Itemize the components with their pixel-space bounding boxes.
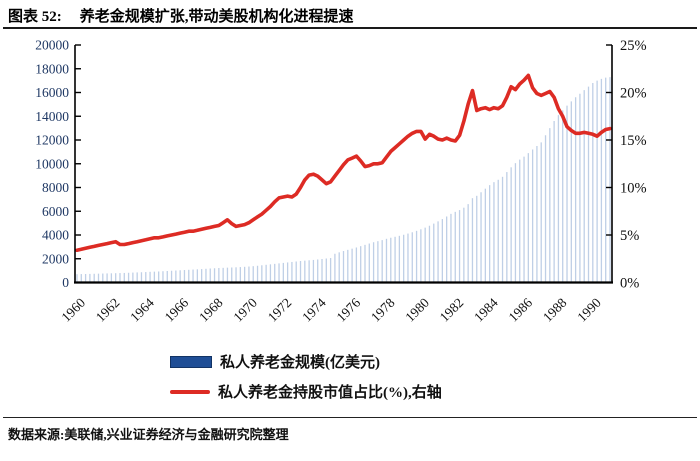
x-axis-tick-label: 1976: [334, 295, 364, 325]
left-axis-tick-label: 12000: [35, 133, 69, 148]
bar-series-swatch: [170, 355, 212, 368]
x-axis-tick-label: 1982: [437, 295, 467, 325]
right-axis-tick-label: 20%: [620, 86, 647, 102]
chart-legend: 私人养老金规模(亿美元) 私人养老金持股市值占比(%),右轴: [170, 351, 442, 402]
x-axis-tick-label: 1974: [299, 295, 329, 325]
x-axis-tick-label: 1968: [196, 295, 226, 325]
left-axis-tick-label: 10000: [35, 156, 69, 171]
left-axis-tick-label: 16000: [35, 85, 69, 100]
left-axis-tick-label: 14000: [35, 109, 69, 124]
right-axis-tick-label: 0%: [620, 276, 639, 292]
legend-item-bar-series: 私人养老金规模(亿美元): [170, 351, 442, 372]
bar-series-label: 私人养老金规模(亿美元): [220, 355, 380, 371]
x-axis-tick-label: 1962: [93, 295, 123, 325]
pension-dual-axis-chart: 0 2000 4000 6000 8000 10000 12000 14000 16000 180…: [0, 30, 700, 350]
left-axis-tick-label: 18000: [35, 61, 69, 76]
x-axis-tick-label: 1978: [368, 295, 398, 325]
figure-title-row: 图表 52: 养老金规模扩张,带动美股机构化进程提速: [8, 5, 696, 26]
figure-title: 养老金规模扩张,带动美股机构化进程提速: [79, 9, 354, 25]
left-axis-tick-label: 4000: [42, 228, 69, 243]
right-axis-tick-label: 5%: [620, 228, 639, 244]
x-axis-tick-label: 1988: [540, 295, 570, 325]
x-axis-tick-label: 1966: [162, 295, 192, 325]
line-series-label: 私人养老金持股市值占比(%),右轴: [218, 385, 442, 401]
left-axis-tick-label: 2000: [42, 251, 69, 266]
x-axis-tick-label: 1990: [574, 295, 604, 325]
x-axis-tick-label: 1984: [471, 295, 501, 325]
equity-share-line: [75, 73, 612, 252]
right-axis-tick-label: 10%: [620, 181, 647, 197]
title-divider: [3, 27, 697, 29]
left-axis-tick-label: 20000: [35, 38, 69, 53]
x-axis-tick-label: 1986: [505, 295, 535, 325]
left-axis-tick-label: 6000: [42, 204, 69, 219]
right-axis-tick-label: 15%: [620, 133, 647, 149]
left-axis-tick-label: 8000: [42, 180, 69, 195]
x-axis-tick-label: 1964: [127, 295, 157, 325]
x-axis-tick-label: 1970: [230, 295, 260, 325]
x-axis-tick-label: 1980: [402, 295, 432, 325]
x-axis-tick-label: 1960: [58, 295, 88, 325]
right-axis-tick-label: 25%: [620, 38, 647, 54]
legend-item-line-series: 私人养老金持股市值占比(%),右轴: [170, 381, 442, 402]
data-source-note: 数据来源:美联储,兴业证券经济与金融研究院整理: [8, 427, 289, 442]
line-series-swatch: [170, 389, 210, 394]
footer-divider: [3, 417, 697, 418]
figure-number-label: 图表 52:: [8, 9, 62, 25]
x-axis-tick-label: 1972: [265, 295, 295, 325]
left-axis-tick-label: 0: [62, 275, 69, 290]
